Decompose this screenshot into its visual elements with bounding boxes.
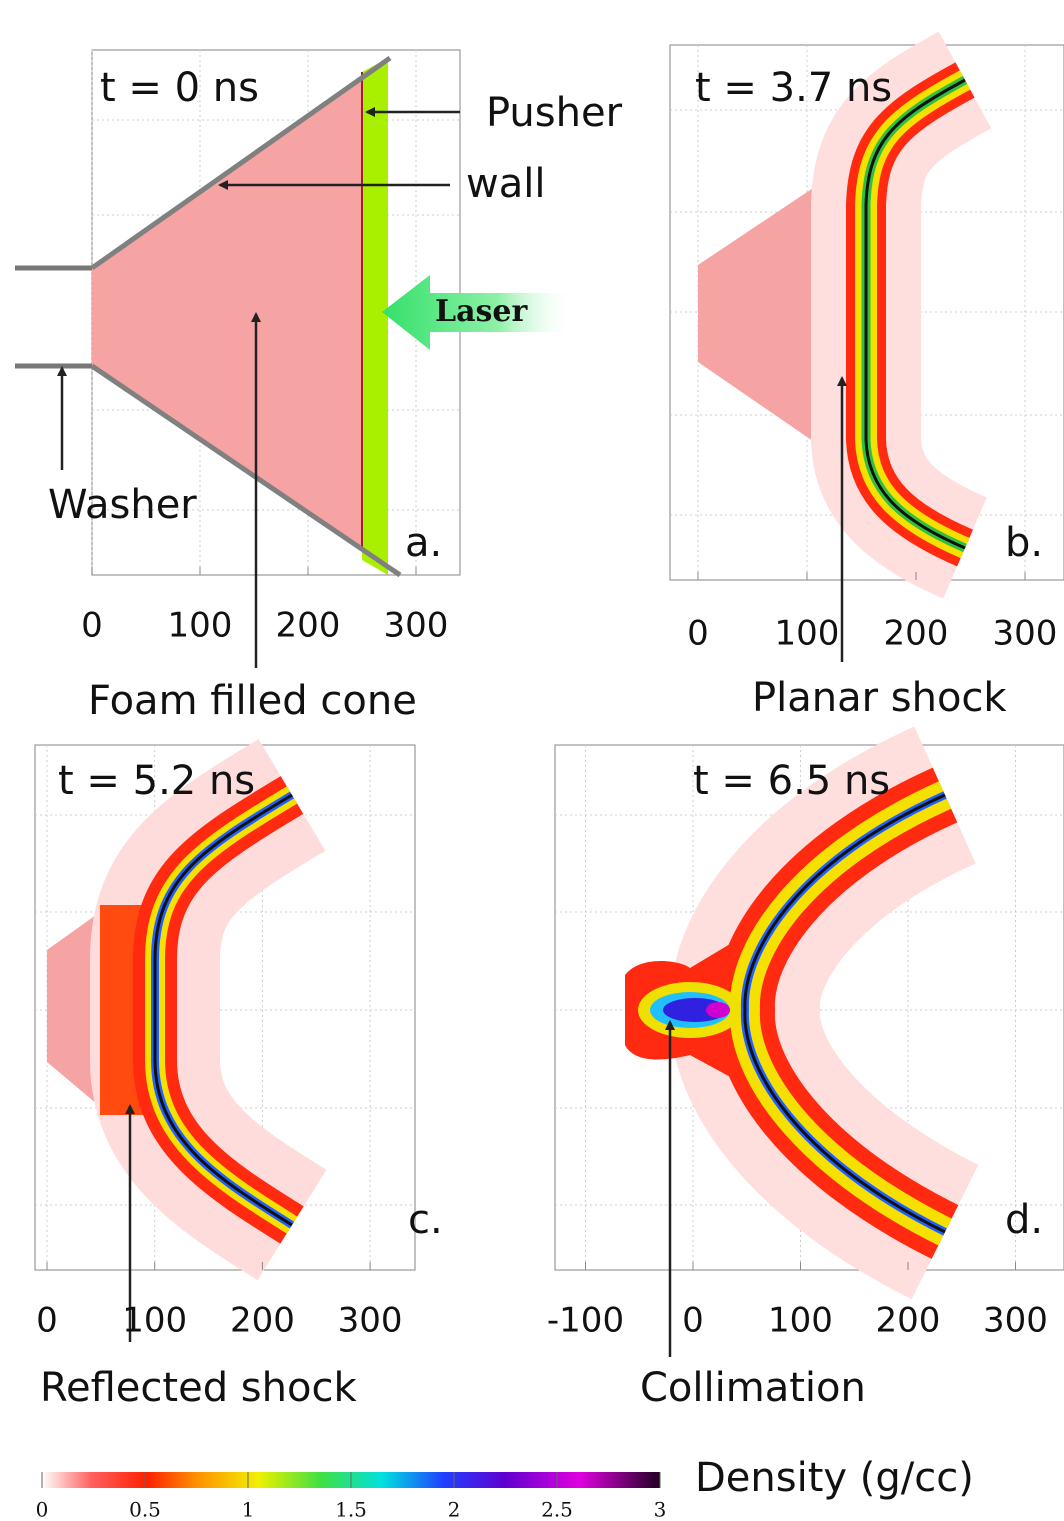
panel-b-drawing [698,31,992,662]
caption: Foam filled cone [88,678,417,724]
x-tick-label: 100 [168,606,233,646]
panel-d-drawing [625,726,980,1357]
colorbar-tick-label: 2 [448,1498,461,1521]
x-tick-label: 100 [122,1301,187,1341]
x-tick-label: 100 [775,614,840,654]
colorbar-tick-label: 2.5 [541,1498,573,1521]
annotation: Pusher [486,90,623,136]
colorbar-tick-label: 3 [654,1498,667,1521]
caption: Collimation [640,1365,866,1411]
panel-letter: a. [405,520,442,566]
x-tick-label: -100 [547,1301,624,1341]
panel-a-drawing [15,55,575,668]
colorbar-tick-label: 1 [242,1498,255,1521]
annotation: wall [466,161,545,207]
colorbar-label: Density (g/cc) [695,1455,974,1501]
x-tick-label: 0 [81,606,103,646]
time-label: t = 0 ns [100,65,259,111]
x-tick-label: 300 [338,1301,403,1341]
x-tick-label: 0 [687,614,709,654]
x-tick-label: 0 [36,1301,58,1341]
x-tick-label: 300 [993,614,1058,654]
time-label: t = 3.7 ns [695,65,892,111]
x-tick-label: 200 [884,614,949,654]
x-tick-label: 300 [384,606,449,646]
panel-letter: d. [1005,1197,1043,1243]
x-tick-label: 200 [876,1301,941,1341]
colorbar-tick-label: 1.5 [335,1498,367,1521]
time-label: t = 6.5 ns [693,758,890,804]
x-tick-label: 300 [983,1301,1048,1341]
time-label: t = 5.2 ns [58,758,255,804]
caption: Reflected shock [40,1365,357,1411]
annotation: Laser [435,294,529,329]
colorbar-tick-label: 0.5 [129,1498,161,1521]
x-tick-label: 0 [682,1301,704,1341]
panel-letter: c. [408,1197,443,1243]
x-tick-label: 200 [276,606,341,646]
caption: Planar shock [752,675,1007,721]
annotation: Washer [48,482,197,528]
colorbar-tick-label: 0 [36,1498,49,1521]
panel-c-drawing [47,739,327,1342]
x-tick-label: 200 [230,1301,295,1341]
x-tick-label: 100 [768,1301,833,1341]
panel-letter: b. [1005,520,1043,566]
